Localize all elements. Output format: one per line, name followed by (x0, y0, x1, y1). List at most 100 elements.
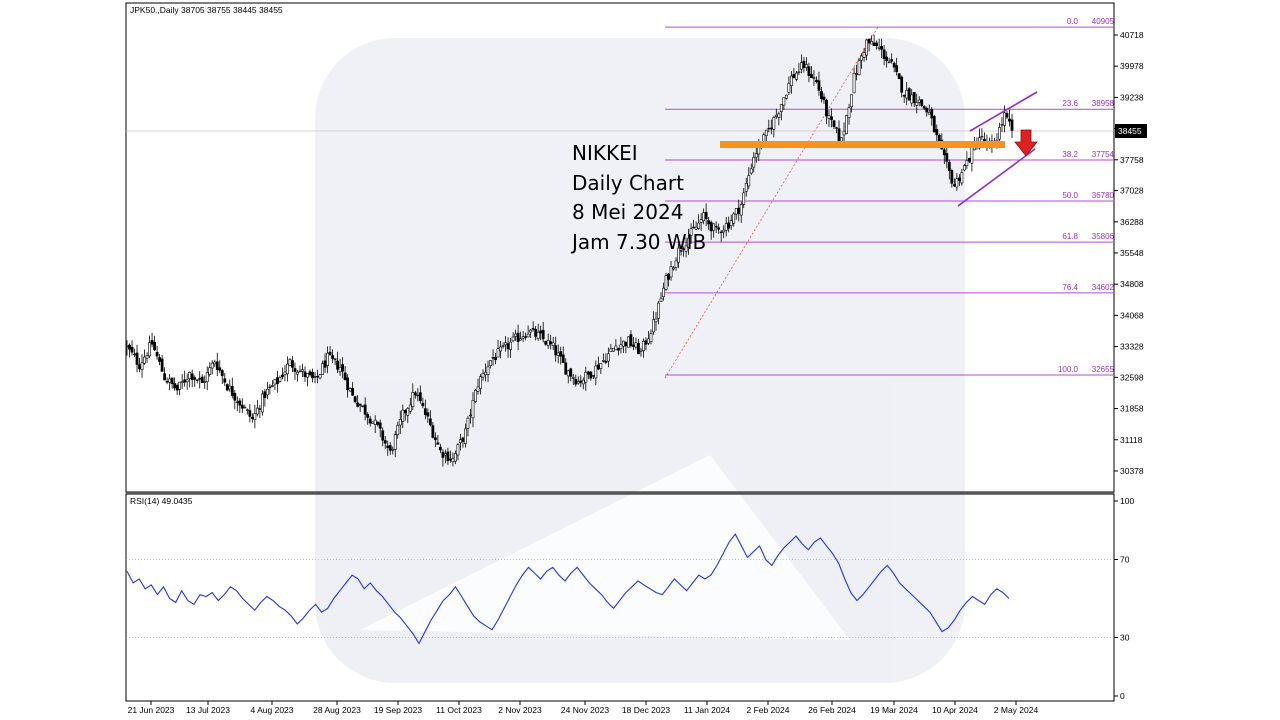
candle-body (579, 380, 583, 383)
candle-body (153, 341, 156, 351)
candle-body (601, 360, 605, 362)
candle-body (346, 377, 350, 390)
candle-body (1010, 119, 1014, 131)
price-tick-label: 37758 (1120, 155, 1144, 165)
candle-body (293, 368, 297, 372)
candle-body (546, 340, 550, 346)
candle-body (228, 385, 232, 390)
candle-body (373, 419, 377, 425)
candle-body (674, 260, 678, 268)
candle-body (594, 365, 598, 379)
fib-level-price: 38958 (1092, 99, 1115, 108)
candle-body (173, 383, 177, 389)
candle-body (308, 371, 312, 376)
candle-body (717, 227, 721, 230)
rsi-tick-label: 100 (1120, 496, 1134, 506)
candle-body (687, 237, 690, 248)
candle-body (606, 353, 610, 362)
last-price-value: 38455 (1118, 126, 1142, 136)
candle-body (165, 380, 169, 383)
chart-annotation: NIKKEI Daily Chart 8 Mei 2024 Jam 7.30 W… (572, 139, 706, 257)
candle-body (218, 367, 222, 371)
candle-body (489, 360, 492, 366)
rsi-indicator (126, 533, 1114, 645)
candle-body (276, 377, 279, 385)
candle-body (554, 345, 558, 356)
rsi-tick-label: 0 (1120, 691, 1125, 701)
candle-body (644, 340, 648, 345)
candle-body (772, 117, 776, 130)
candle-body (393, 434, 397, 450)
candle-body (446, 451, 450, 462)
candle-body (215, 361, 219, 370)
candle-body (271, 385, 274, 387)
candle-body (148, 342, 151, 357)
candle-body (639, 349, 643, 352)
candle-body (163, 373, 167, 381)
candle-body (376, 421, 380, 425)
candle-body (1005, 112, 1009, 118)
candle-body (454, 453, 457, 462)
candle-body (208, 367, 212, 375)
candle-body (223, 378, 227, 383)
candle-body (140, 362, 144, 370)
candle-body (281, 374, 284, 378)
candle-body (138, 364, 141, 370)
candle-body (589, 371, 593, 379)
candle-body (481, 372, 485, 378)
candle-body (805, 64, 808, 68)
candle-body (265, 388, 269, 396)
candle-body (752, 156, 756, 168)
candle-body (158, 357, 161, 362)
price-tick-label: 33328 (1120, 342, 1144, 352)
candle-body (1003, 112, 1006, 126)
candle-body (616, 348, 620, 351)
candle-body (245, 409, 249, 411)
time-tick-label: 11 Jan 2024 (684, 705, 730, 715)
candle-body (860, 55, 863, 61)
candle-body (935, 129, 939, 136)
candle-body (905, 90, 909, 99)
candle-body (822, 96, 826, 101)
candle-body (233, 392, 237, 401)
candle-body (544, 341, 548, 345)
candle-body (521, 336, 525, 339)
candle-body (920, 99, 924, 106)
candle-body (421, 402, 425, 407)
candle-body (784, 94, 788, 99)
time-tick-label: 19 Sep 2023 (374, 705, 422, 715)
price-tick-label: 39238 (1120, 92, 1144, 102)
candle-body (494, 357, 497, 361)
time-tick-label: 2 May 2024 (994, 705, 1039, 715)
candle-body (408, 404, 412, 412)
rsi-line (126, 533, 1010, 645)
candle-body (727, 222, 731, 229)
candle-body (584, 371, 588, 383)
candle-body (867, 38, 871, 44)
candle-body (632, 344, 635, 347)
fib-level-price: 37754 (1092, 150, 1115, 159)
candle-body (892, 62, 896, 68)
price-tick-label: 32598 (1120, 372, 1144, 382)
candle-body (669, 266, 673, 278)
candle-body (356, 402, 360, 407)
candle-body (724, 223, 728, 231)
candle-body (737, 207, 741, 214)
candle-body (962, 165, 966, 171)
candle-body (474, 390, 477, 402)
candle-body (779, 104, 783, 113)
candle-body (815, 79, 818, 82)
candle-body (559, 351, 563, 357)
candle-body (957, 177, 961, 181)
candle-body (248, 410, 252, 417)
candle-body (900, 76, 904, 93)
candle-body (910, 94, 914, 104)
candle-body (145, 355, 149, 359)
symbol-header: JPK50.,Daily 38705 38755 38445 38455 (130, 5, 283, 15)
candle-body (413, 392, 417, 396)
candle-body (361, 405, 365, 407)
candle-body (942, 149, 946, 156)
time-tick-label: 4 Aug 2023 (250, 705, 293, 715)
candle-body (200, 376, 204, 383)
candle-body (679, 250, 683, 252)
